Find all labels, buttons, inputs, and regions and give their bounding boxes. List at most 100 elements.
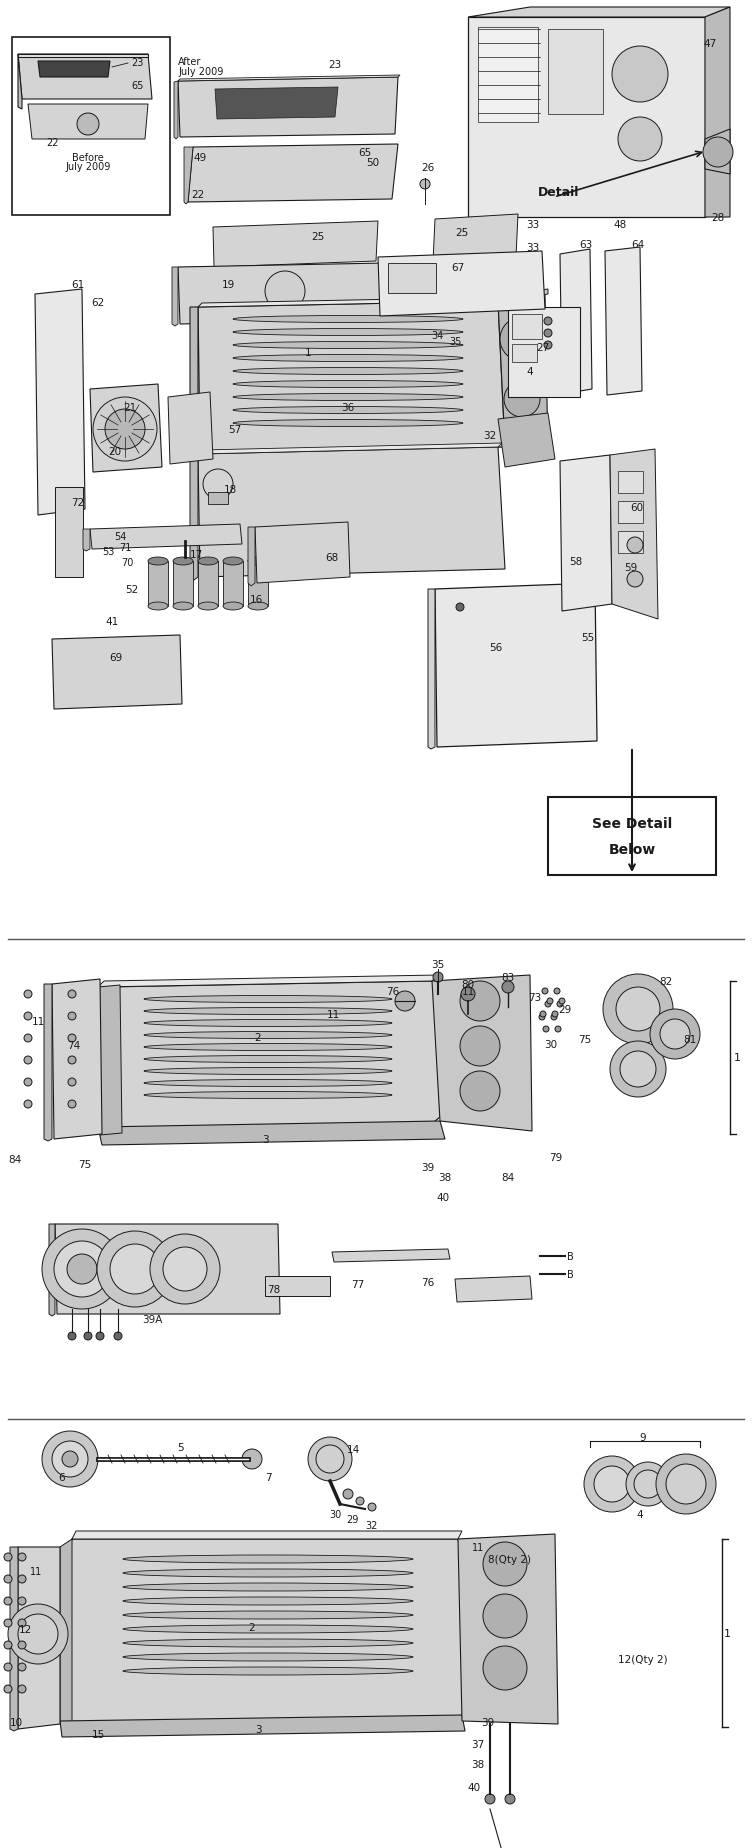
Text: See Detail: See Detail — [592, 817, 672, 830]
Ellipse shape — [233, 316, 463, 323]
Text: 22: 22 — [46, 139, 59, 148]
Polygon shape — [213, 222, 378, 268]
Text: 8(Qty 2): 8(Qty 2) — [488, 1554, 531, 1563]
Circle shape — [557, 1002, 563, 1007]
Circle shape — [8, 1604, 68, 1663]
Polygon shape — [198, 298, 502, 309]
Circle shape — [52, 1441, 88, 1477]
Polygon shape — [198, 301, 505, 455]
Circle shape — [483, 1647, 527, 1691]
Text: 73: 73 — [529, 992, 541, 1002]
Ellipse shape — [123, 1597, 413, 1606]
Circle shape — [483, 1595, 527, 1637]
Text: 18: 18 — [223, 484, 237, 495]
Circle shape — [559, 998, 565, 1005]
Circle shape — [666, 1464, 706, 1504]
Circle shape — [68, 1013, 76, 1020]
Polygon shape — [72, 1532, 462, 1539]
Text: 11: 11 — [32, 1016, 44, 1026]
Circle shape — [544, 318, 552, 325]
Polygon shape — [35, 290, 85, 516]
Ellipse shape — [148, 558, 168, 565]
Polygon shape — [18, 1547, 60, 1730]
Polygon shape — [610, 449, 658, 619]
Circle shape — [242, 1449, 262, 1469]
Polygon shape — [18, 55, 152, 100]
Text: 36: 36 — [341, 403, 355, 412]
Polygon shape — [432, 976, 532, 1131]
Circle shape — [612, 46, 668, 103]
Ellipse shape — [148, 602, 168, 610]
Circle shape — [24, 1013, 32, 1020]
Text: 59: 59 — [624, 562, 638, 573]
Polygon shape — [60, 1539, 72, 1728]
Text: 33: 33 — [526, 242, 540, 253]
Circle shape — [603, 974, 673, 1044]
Text: 12(Qty 2): 12(Qty 2) — [618, 1654, 668, 1663]
Circle shape — [308, 1438, 352, 1482]
Text: 39: 39 — [481, 1717, 495, 1728]
Text: 63: 63 — [579, 240, 593, 249]
Bar — [512, 314, 542, 340]
Polygon shape — [190, 455, 198, 580]
Circle shape — [93, 397, 157, 462]
Text: 35: 35 — [450, 336, 462, 347]
Circle shape — [105, 410, 145, 449]
Circle shape — [54, 1242, 110, 1297]
Text: 29: 29 — [346, 1514, 358, 1525]
Text: 4: 4 — [526, 366, 533, 377]
Circle shape — [660, 1020, 690, 1050]
Text: 57: 57 — [229, 425, 241, 434]
Bar — [618, 532, 643, 554]
Circle shape — [554, 989, 560, 994]
Ellipse shape — [173, 558, 193, 565]
Ellipse shape — [144, 1031, 392, 1039]
Text: 52: 52 — [126, 584, 138, 595]
Circle shape — [584, 1456, 640, 1512]
Text: 81: 81 — [684, 1035, 696, 1044]
Text: 82: 82 — [660, 976, 672, 987]
Circle shape — [460, 1072, 500, 1111]
Polygon shape — [178, 78, 398, 139]
Circle shape — [461, 987, 475, 1002]
Ellipse shape — [173, 602, 193, 610]
Text: After: After — [178, 57, 202, 67]
Text: 20: 20 — [108, 447, 122, 456]
Text: 2: 2 — [249, 1623, 256, 1632]
Circle shape — [420, 179, 430, 190]
Text: 12: 12 — [18, 1624, 32, 1634]
Polygon shape — [10, 1547, 18, 1732]
Text: 1: 1 — [733, 1052, 741, 1063]
Circle shape — [539, 1015, 545, 1020]
Text: 76: 76 — [421, 1277, 435, 1288]
Circle shape — [4, 1663, 12, 1671]
Text: 60: 60 — [630, 503, 644, 512]
Text: 79: 79 — [550, 1153, 562, 1162]
Text: 76: 76 — [387, 987, 399, 996]
Ellipse shape — [123, 1654, 413, 1661]
Bar — [512, 346, 537, 362]
Bar — [265, 1277, 330, 1295]
Ellipse shape — [123, 1611, 413, 1619]
Text: 32: 32 — [484, 431, 496, 442]
Circle shape — [433, 972, 443, 983]
Ellipse shape — [144, 1020, 392, 1027]
Text: July 2009: July 2009 — [65, 163, 111, 172]
Text: 32: 32 — [365, 1521, 378, 1530]
Circle shape — [150, 1234, 220, 1305]
Polygon shape — [428, 590, 435, 750]
Text: 9: 9 — [640, 1432, 646, 1441]
Bar — [508, 309, 580, 397]
Ellipse shape — [233, 368, 463, 375]
Circle shape — [626, 1462, 670, 1506]
Text: 58: 58 — [569, 556, 583, 567]
Text: 29: 29 — [559, 1005, 572, 1015]
Polygon shape — [184, 148, 193, 205]
Circle shape — [4, 1641, 12, 1648]
Text: 65: 65 — [359, 148, 371, 157]
Text: B: B — [566, 1270, 573, 1279]
Circle shape — [504, 383, 540, 418]
Circle shape — [24, 1035, 32, 1042]
Text: 68: 68 — [326, 553, 338, 562]
Text: 16: 16 — [250, 595, 262, 604]
